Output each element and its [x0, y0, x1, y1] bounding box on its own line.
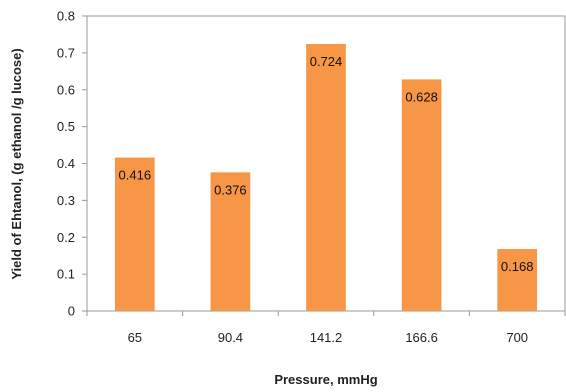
x-axis: 65 90.4 141.2 166.6 700	[86, 311, 566, 345]
bar-data-label: 0.416	[119, 168, 152, 183]
y-tick-label: 0	[68, 304, 75, 319]
y-tick-label: 0.7	[57, 45, 75, 60]
bar	[401, 79, 442, 311]
y-tick-label: 0.3	[57, 193, 75, 208]
y-tick-label: 0.1	[57, 267, 75, 282]
bar	[497, 249, 538, 311]
y-tick-label: 0.6	[57, 82, 75, 97]
y-axis: 0 0.1 0.2 0.3 0.4 0.5 0.6 0.7 0.8	[57, 9, 87, 319]
x-axis-title: Pressure, mmHg	[274, 372, 377, 387]
bar	[210, 172, 251, 311]
bar	[114, 157, 155, 311]
bar-data-label: 0.724	[310, 54, 343, 69]
y-tick-label: 0.2	[57, 230, 75, 245]
x-tick-label: 90.4	[218, 330, 243, 345]
x-tick-label: 141.2	[310, 330, 343, 345]
y-tick-label: 0.5	[57, 119, 75, 134]
x-tick-label: 65	[128, 330, 142, 345]
x-tick-label: 166.6	[405, 330, 438, 345]
y-tick-label: 0.4	[57, 156, 75, 171]
bar-data-label: 0.628	[405, 89, 438, 104]
bars: 0.416 0.376 0.724 0.628 0.168	[114, 44, 538, 312]
bar	[306, 44, 346, 312]
x-tick-label: 700	[506, 330, 528, 345]
y-axis-title: Yield of Ehtanol, (g ethanol /g lucose)	[9, 48, 24, 279]
bar-data-label: 0.376	[214, 182, 247, 197]
y-tick-label: 0.8	[57, 9, 75, 24]
bar-data-label: 0.168	[501, 259, 534, 274]
